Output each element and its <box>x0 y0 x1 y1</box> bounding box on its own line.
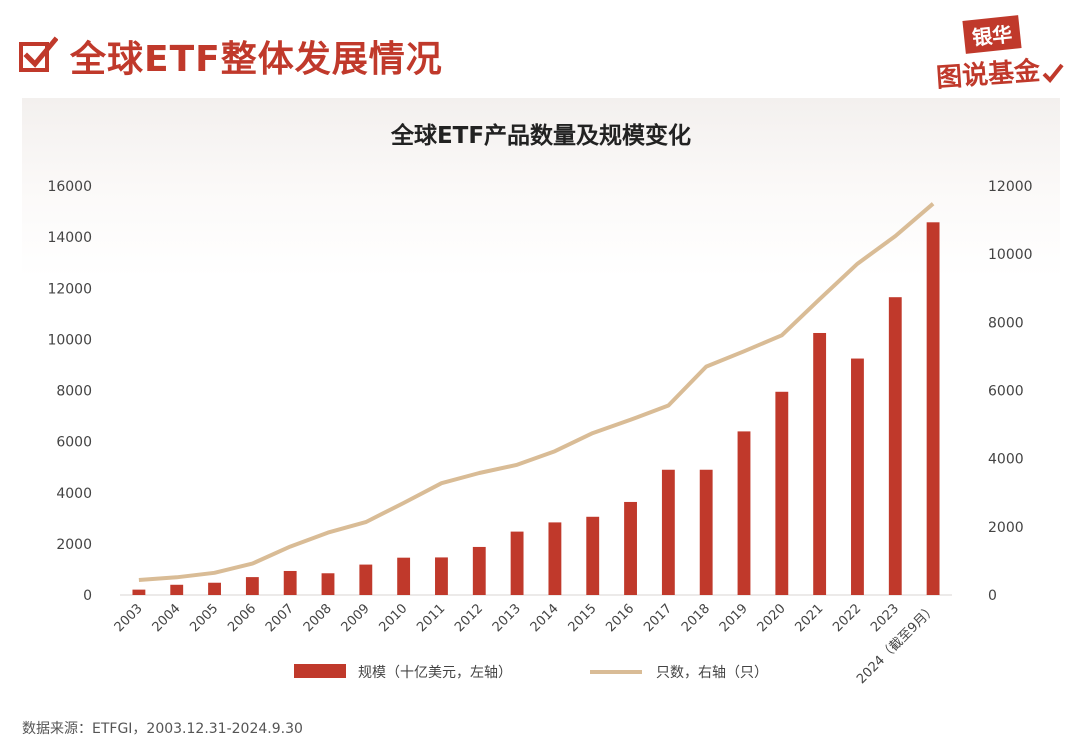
right-axis-tick: 12000 <box>988 179 1033 195</box>
bar-2012 <box>472 546 486 595</box>
bar-2008 <box>321 573 335 595</box>
chart-title: 全球ETF产品数量及规模变化 <box>390 122 691 149</box>
x-tick-label: 2020 <box>755 601 789 635</box>
bar-2011 <box>435 557 448 595</box>
x-tick-label: 2009 <box>339 601 373 635</box>
x-tick-label: 2012 <box>452 601 486 635</box>
bar-2016 <box>624 501 637 595</box>
bar-2018 <box>699 469 713 595</box>
left-axis-tick: 12000 <box>47 281 92 297</box>
x-tick-label: 2017 <box>641 601 675 635</box>
x-tick-label: 2014 <box>528 601 562 635</box>
bar-2009 <box>359 564 373 595</box>
bar-2020 <box>775 391 789 595</box>
x-tick-label: 2022 <box>830 601 864 635</box>
x-tick-label: 2003 <box>112 601 146 635</box>
check-mark-icon <box>1042 63 1064 83</box>
x-tick-label: 2011 <box>414 601 448 635</box>
x-tick-label: 2015 <box>566 601 600 635</box>
left-axis-tick: 4000 <box>56 486 92 502</box>
right-axis-tick: 6000 <box>988 384 1024 400</box>
left-axis-tick: 16000 <box>47 179 92 195</box>
x-tick-label: 2005 <box>187 601 221 635</box>
bar-2019 <box>737 431 751 595</box>
series-line-count <box>138 202 935 582</box>
x-tick-label: 2004 <box>150 601 184 635</box>
right-axis-tick: 4000 <box>988 452 1024 468</box>
bar-2014 <box>548 522 562 595</box>
bar-2021 <box>813 332 827 595</box>
left-axis-tick: 8000 <box>56 384 92 400</box>
legend-line-label: 只数，右轴（只） <box>656 665 768 681</box>
x-tick-label: 2021 <box>792 601 826 635</box>
left-axis-tick: 0 <box>83 588 92 604</box>
x-tick-label: 2013 <box>490 601 524 635</box>
x-tick-label: 2010 <box>376 601 410 635</box>
bar-2013 <box>510 531 524 595</box>
right-axis-tick: 8000 <box>988 315 1024 331</box>
chart: 全球ETF产品数量及规模变化 0 2000 4000 6000 8000 10000 1200… <box>47 122 1033 687</box>
right-axis-tick: 10000 <box>988 247 1033 263</box>
bar-2010 <box>397 557 411 595</box>
bar-2024（截至9月） <box>926 222 940 595</box>
x-tick-label: 2019 <box>717 601 751 635</box>
bar-2022 <box>851 358 864 595</box>
bar-2023 <box>888 297 902 595</box>
right-axis-tick: 0 <box>988 588 997 604</box>
x-tick-label: 2016 <box>603 601 637 635</box>
chart-card: 全球ETF产品数量及规模变化 0 2000 4000 6000 8000 10000 1200… <box>22 98 1060 700</box>
bar-2005 <box>208 582 221 595</box>
x-tick-label: 2006 <box>225 601 259 635</box>
bar-2004 <box>170 584 184 595</box>
checkbox-icon <box>18 36 59 76</box>
left-axis-tick: 10000 <box>47 332 92 348</box>
legend-bar-label: 规模（十亿美元，左轴） <box>358 665 512 681</box>
logo-top-text: 银华 <box>962 15 1022 54</box>
logo-bottom-text: 图说基金 <box>935 56 1042 94</box>
bar-2007 <box>283 570 297 595</box>
x-tick-label: 2007 <box>263 601 297 635</box>
right-axis-tick: 2000 <box>988 520 1024 536</box>
brand-logo: 银华 图说基金 <box>930 12 1070 94</box>
bar-2003 <box>132 589 146 595</box>
x-tick-label: 2023 <box>868 601 902 635</box>
source-note: 数据来源：ETFGI，2003.12.31-2024.9.30 <box>22 721 303 737</box>
bar-2006 <box>245 577 259 595</box>
title-bar: 全球ETF整体发展情况 <box>18 26 443 86</box>
legend-bar-swatch <box>294 664 346 678</box>
left-axis-tick: 6000 <box>56 435 92 451</box>
left-axis-tick: 2000 <box>56 537 92 553</box>
left-axis-tick: 14000 <box>47 230 92 246</box>
x-tick-label: 2018 <box>679 601 713 635</box>
page-title: 全球ETF整体发展情况 <box>70 39 443 80</box>
bar-2015 <box>586 516 600 595</box>
x-tick-label: 2008 <box>301 601 335 635</box>
bar-2017 <box>661 469 675 595</box>
